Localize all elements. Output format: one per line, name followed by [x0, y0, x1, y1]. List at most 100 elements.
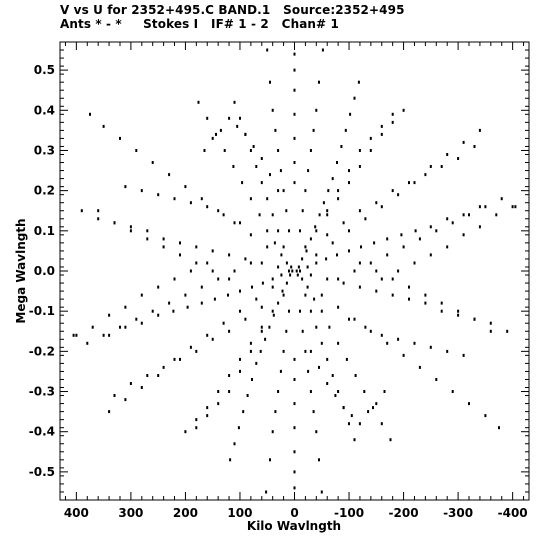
uv-point — [358, 209, 361, 213]
uv-point — [277, 189, 280, 193]
uv-point — [514, 205, 517, 209]
uv-point — [228, 374, 231, 377]
x-tick-label: 400 — [64, 506, 89, 520]
y-tick-label: 0.5 — [34, 63, 55, 77]
uv-point — [108, 333, 111, 337]
x-tick-label: 200 — [173, 506, 198, 520]
uv-point — [369, 329, 372, 333]
uv-point — [424, 293, 427, 297]
uv-point — [293, 181, 296, 185]
uv-point — [322, 201, 325, 205]
uv-point — [172, 309, 175, 313]
uv-point — [233, 442, 236, 446]
uv-point — [304, 245, 307, 249]
uv-point — [162, 245, 165, 249]
uv-point — [285, 209, 288, 213]
uv-point — [186, 305, 189, 309]
uv-point — [451, 390, 454, 393]
uv-point — [478, 128, 481, 132]
uv-point — [260, 305, 263, 309]
uv-point — [478, 225, 481, 229]
uv-point — [424, 173, 427, 177]
uv-point — [271, 277, 274, 281]
uv-point — [288, 269, 290, 273]
uv-point — [241, 181, 244, 185]
uv-point — [309, 237, 312, 241]
uv-point — [348, 229, 350, 233]
uv-point — [255, 297, 258, 301]
uv-point — [348, 181, 350, 185]
uv-point — [200, 197, 203, 201]
uv-point — [277, 390, 280, 393]
uv-point — [260, 261, 263, 265]
uv-point — [337, 277, 340, 281]
uv-point — [301, 329, 304, 333]
uv-point — [197, 100, 200, 104]
uv-point — [146, 237, 149, 241]
uv-point — [408, 297, 410, 301]
uv-point — [281, 289, 284, 293]
uv-point — [440, 301, 443, 305]
uv-point — [375, 402, 378, 406]
uv-point — [271, 309, 274, 313]
uv-point — [280, 253, 283, 257]
uv-point — [413, 341, 416, 345]
uv-point — [367, 410, 370, 414]
uv-point — [318, 80, 320, 84]
uv-point — [473, 317, 476, 321]
uv-point — [184, 185, 187, 189]
uv-point — [315, 325, 318, 329]
uv-point — [391, 189, 394, 193]
uv-point — [227, 293, 229, 297]
uv-point — [446, 217, 449, 221]
uv-point — [219, 128, 222, 132]
uv-point — [306, 285, 309, 289]
uv-point — [124, 398, 127, 402]
x-tick-label: -100 — [334, 506, 364, 520]
uv-point — [291, 269, 294, 273]
uv-point — [299, 269, 301, 273]
uv-point — [217, 402, 220, 406]
uv-point — [140, 321, 143, 325]
uv-point — [282, 293, 285, 297]
uv-point — [348, 249, 350, 253]
uv-point — [408, 181, 410, 185]
uv-point — [189, 269, 192, 273]
uv-point — [350, 414, 353, 418]
uv-point — [266, 197, 269, 201]
uv-point — [309, 349, 312, 353]
uv-point — [129, 382, 132, 385]
uv-point — [297, 265, 300, 269]
uv-point — [369, 149, 372, 152]
uv-point — [353, 317, 356, 321]
uv-point — [326, 209, 329, 213]
data-points — [72, 48, 517, 494]
uv-point — [269, 458, 271, 462]
uv-point — [179, 241, 181, 245]
uv-point — [269, 80, 271, 84]
uv-point — [314, 225, 317, 229]
uv-point — [348, 169, 350, 173]
uv-point — [135, 149, 138, 152]
uv-point — [239, 221, 241, 225]
uv-point — [233, 100, 236, 104]
uv-point — [213, 297, 216, 301]
uv-point — [309, 149, 312, 152]
uv-point — [299, 229, 301, 233]
uv-point — [232, 165, 235, 168]
uv-point — [342, 221, 345, 225]
uv-point — [293, 470, 296, 474]
uv-point — [457, 309, 460, 313]
uv-point — [337, 341, 340, 345]
uv-point — [318, 365, 320, 369]
uv-point — [222, 213, 225, 217]
uv-point — [249, 149, 252, 152]
uv-point — [462, 140, 465, 144]
uv-point — [305, 249, 308, 253]
uv-point — [260, 329, 263, 333]
uv-point — [364, 217, 367, 221]
uv-point — [124, 185, 127, 189]
uv-point — [299, 309, 301, 313]
uv-point — [402, 245, 405, 249]
uv-point — [358, 149, 361, 152]
